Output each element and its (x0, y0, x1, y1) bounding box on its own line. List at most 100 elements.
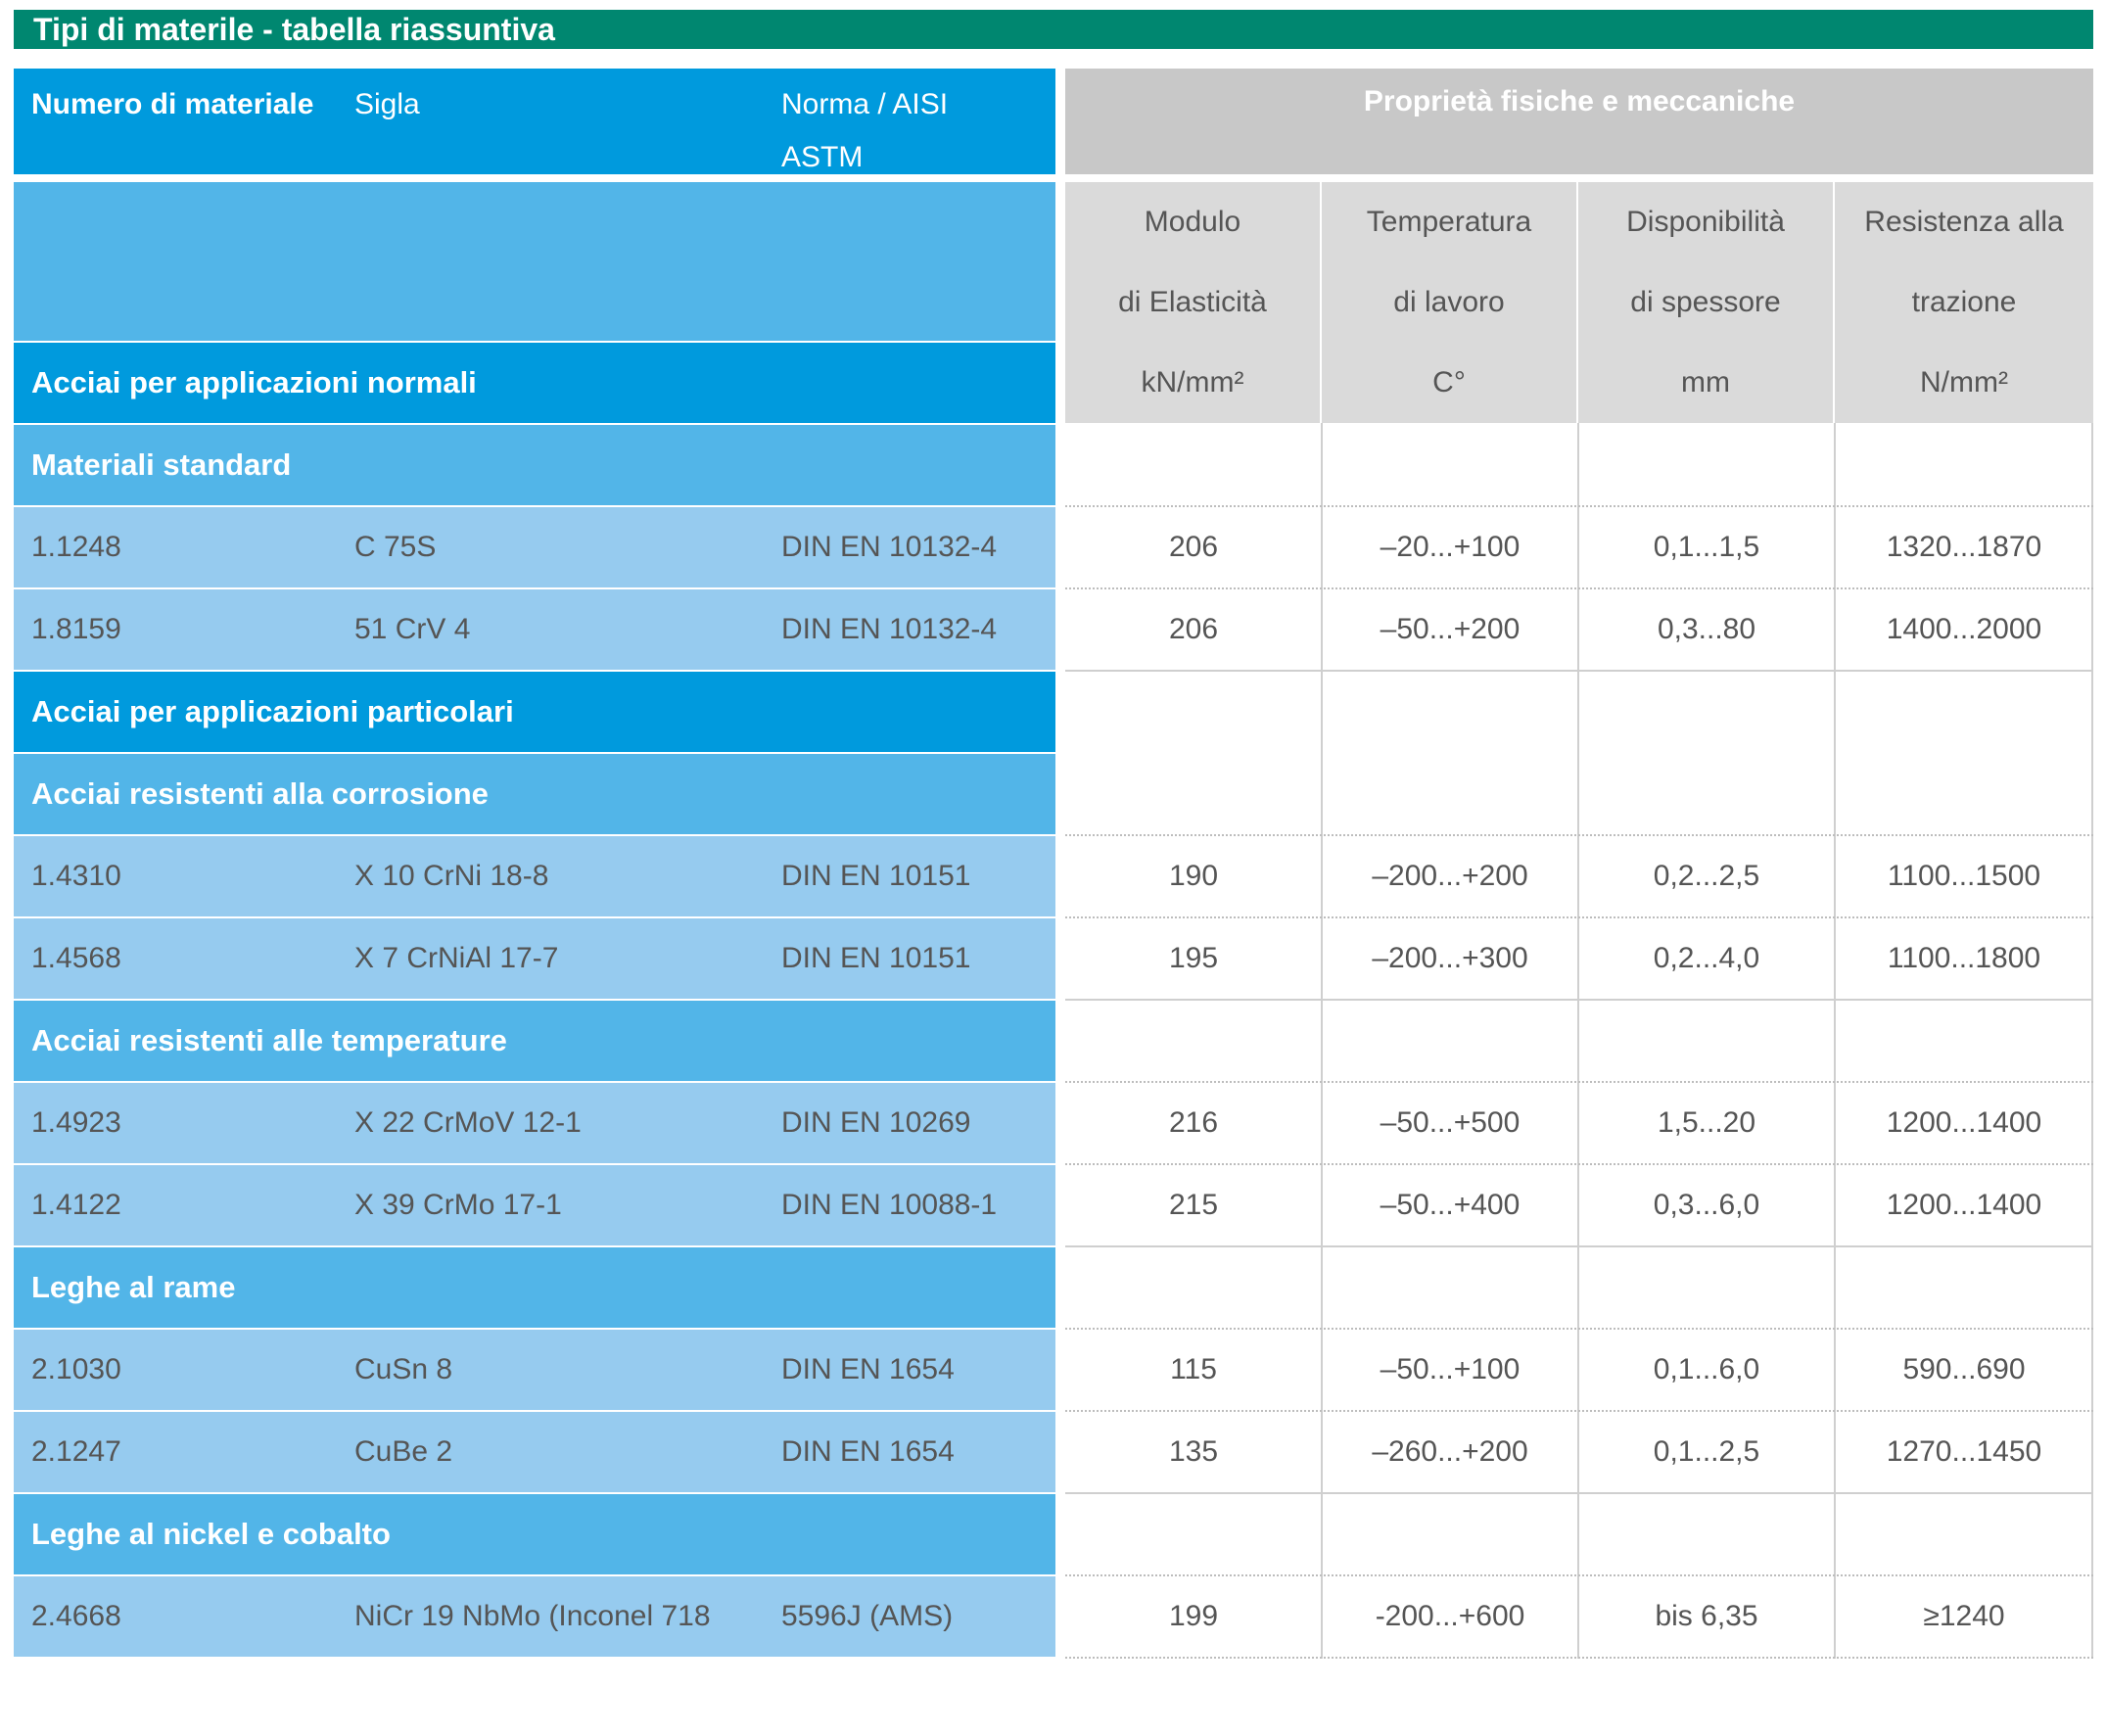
grid-line (1065, 1492, 2093, 1494)
subsection-rame: Leghe al rame (14, 1247, 1055, 1328)
cell-modulo: 190 (1168, 860, 1219, 892)
row-divider (14, 587, 1055, 589)
cell-norma: DIN EN 10132-4 (781, 531, 998, 563)
grid-line (1834, 423, 1836, 1659)
cell-temperatura: –50...+500 (1380, 1106, 1521, 1139)
cell-modulo: 195 (1168, 942, 1219, 974)
cell-temperatura: –50...+100 (1380, 1353, 1521, 1385)
col-spessore-unit: mm (1681, 366, 1730, 399)
table-row: 1.8159 51 CrV 4 DIN EN 10132-4 (14, 589, 1055, 670)
header-norma-line2: ASTM (781, 141, 864, 173)
table-row: 2.1030 CuSn 8 DIN EN 1654 (14, 1330, 1055, 1410)
cell-trazione: 590...690 (1902, 1353, 2026, 1385)
grid-line (1065, 1245, 2093, 1247)
section-acciai-particolari: Acciai per applicazioni particolari (14, 672, 1055, 752)
cell-numero: 2.1247 (31, 1435, 121, 1468)
column-header-modulo: Modulo di Elasticità kN/mm² (1065, 182, 1322, 423)
cell-sigla: X 39 CrMo 17-1 (354, 1189, 562, 1221)
cell-trazione: 1320...1870 (1886, 531, 2042, 563)
cell-norma: DIN EN 1654 (781, 1353, 955, 1385)
cell-spessore: 0,2...4,0 (1653, 942, 1760, 974)
cell-trazione: 1200...1400 (1886, 1189, 2042, 1221)
cell-trazione: 1100...1500 (1887, 860, 2041, 892)
grid-line (1065, 916, 2093, 918)
cell-spessore: 0,1...1,5 (1653, 531, 1760, 563)
table-row: 1.4310 X 10 CrNi 18-8 DIN EN 10151 (14, 836, 1055, 916)
cell-numero: 1.4568 (31, 942, 121, 974)
cell-numero: 1.4923 (31, 1106, 121, 1139)
cell-sigla: X 22 CrMoV 12-1 (354, 1106, 582, 1139)
cell-numero: 2.1030 (31, 1353, 121, 1385)
col-temperatura-line2: di lavoro (1393, 286, 1505, 318)
grid-line (2091, 423, 2093, 1659)
cell-spessore: 0,1...6,0 (1653, 1353, 1760, 1385)
cell-modulo: 206 (1168, 531, 1219, 563)
table-row: 1.4923 X 22 CrMoV 12-1 DIN EN 10269 (14, 1083, 1055, 1163)
grid-line (1065, 670, 2093, 672)
cell-spessore: bis 6,35 (1655, 1600, 1758, 1632)
row-divider (14, 1163, 1055, 1165)
row-divider (14, 1410, 1055, 1412)
subsection-materiali-standard: Materiali standard (14, 425, 1055, 505)
cell-modulo: 135 (1168, 1435, 1219, 1468)
col-spessore-line2: di spessore (1630, 286, 1781, 318)
column-header-temperatura: Temperatura di lavoro C° (1322, 182, 1578, 423)
grid-line (1065, 587, 2093, 589)
cell-sigla: X 7 CrNiAl 17-7 (354, 942, 559, 974)
page-title: Tipi di materile - tabella riassuntiva (14, 10, 2093, 49)
cell-spessore: 0,3...80 (1657, 613, 1756, 645)
grid-line (1577, 423, 1579, 1659)
grid-line (1065, 834, 2093, 836)
col-temperatura-unit: C° (1432, 366, 1466, 399)
cell-spessore: 0,2...2,5 (1653, 860, 1760, 892)
cell-norma: DIN EN 10088-1 (781, 1189, 998, 1221)
grid-line (1321, 423, 1323, 1659)
header-numero: Numero di materiale (31, 88, 314, 120)
cell-modulo: 215 (1168, 1189, 1219, 1221)
cell-trazione: ≥1240 (1923, 1600, 2005, 1632)
cell-temperatura: –200...+200 (1372, 860, 1528, 892)
column-header-spessore: Disponibilità di spessore mm (1578, 182, 1835, 423)
table-row: 1.4122 X 39 CrMo 17-1 DIN EN 10088-1 (14, 1165, 1055, 1245)
cell-temperatura: –200...+300 (1372, 942, 1528, 974)
section-acciai-normali: Acciai per applicazioni normali (14, 343, 1055, 423)
grid-line (1065, 1328, 2093, 1330)
cell-temperatura: –50...+200 (1380, 613, 1521, 645)
grid-line (1065, 1081, 2093, 1083)
cell-temperatura: –20...+100 (1380, 531, 1521, 563)
cell-modulo: 206 (1168, 613, 1219, 645)
cell-numero: 1.8159 (31, 613, 121, 645)
cell-sigla: X 10 CrNi 18-8 (354, 860, 549, 892)
cell-temperatura: –260...+200 (1372, 1435, 1528, 1468)
cell-numero: 1.1248 (31, 531, 121, 563)
left-spacer-band (14, 182, 1055, 341)
cell-numero: 1.4122 (31, 1189, 121, 1221)
table-row: 2.4668 NiCr 19 NbMo (Inconel 718 5596J (… (14, 1576, 1055, 1657)
cell-trazione: 1100...1800 (1887, 942, 2041, 974)
cell-sigla: 51 CrV 4 (354, 613, 471, 645)
cell-sigla: C 75S (354, 531, 437, 563)
cell-sigla: CuBe 2 (354, 1435, 453, 1468)
cell-trazione: 1200...1400 (1886, 1106, 2042, 1139)
col-modulo-line2: di Elasticità (1118, 286, 1267, 318)
cell-norma: 5596J (AMS) (781, 1600, 954, 1632)
cell-modulo: 199 (1168, 1600, 1219, 1632)
cell-modulo: 115 (1170, 1353, 1217, 1385)
cell-sigla: NiCr 19 NbMo (Inconel 718 (354, 1600, 711, 1632)
cell-spessore: 1,5...20 (1657, 1106, 1756, 1139)
grid-line (1065, 999, 2093, 1001)
header-norma-line1: Norma / AISI (781, 88, 949, 120)
col-trazione-line1: Resistenza alla (1864, 206, 2064, 238)
col-modulo-line1: Modulo (1144, 206, 1241, 238)
col-trazione-unit: N/mm² (1920, 366, 2008, 399)
grid-line (1065, 1574, 2093, 1576)
cell-norma: DIN EN 10151 (781, 942, 971, 974)
col-trazione-line2: trazione (1911, 286, 2017, 318)
row-divider (14, 916, 1055, 918)
cell-temperatura: -200...+600 (1375, 1600, 1525, 1632)
cell-modulo: 216 (1168, 1106, 1219, 1139)
cell-norma: DIN EN 10269 (781, 1106, 971, 1139)
cell-spessore: 0,3...6,0 (1653, 1189, 1760, 1221)
subsection-temperature: Acciai resistenti alle temperature (14, 1001, 1055, 1081)
cell-trazione: 1400...2000 (1886, 613, 2042, 645)
